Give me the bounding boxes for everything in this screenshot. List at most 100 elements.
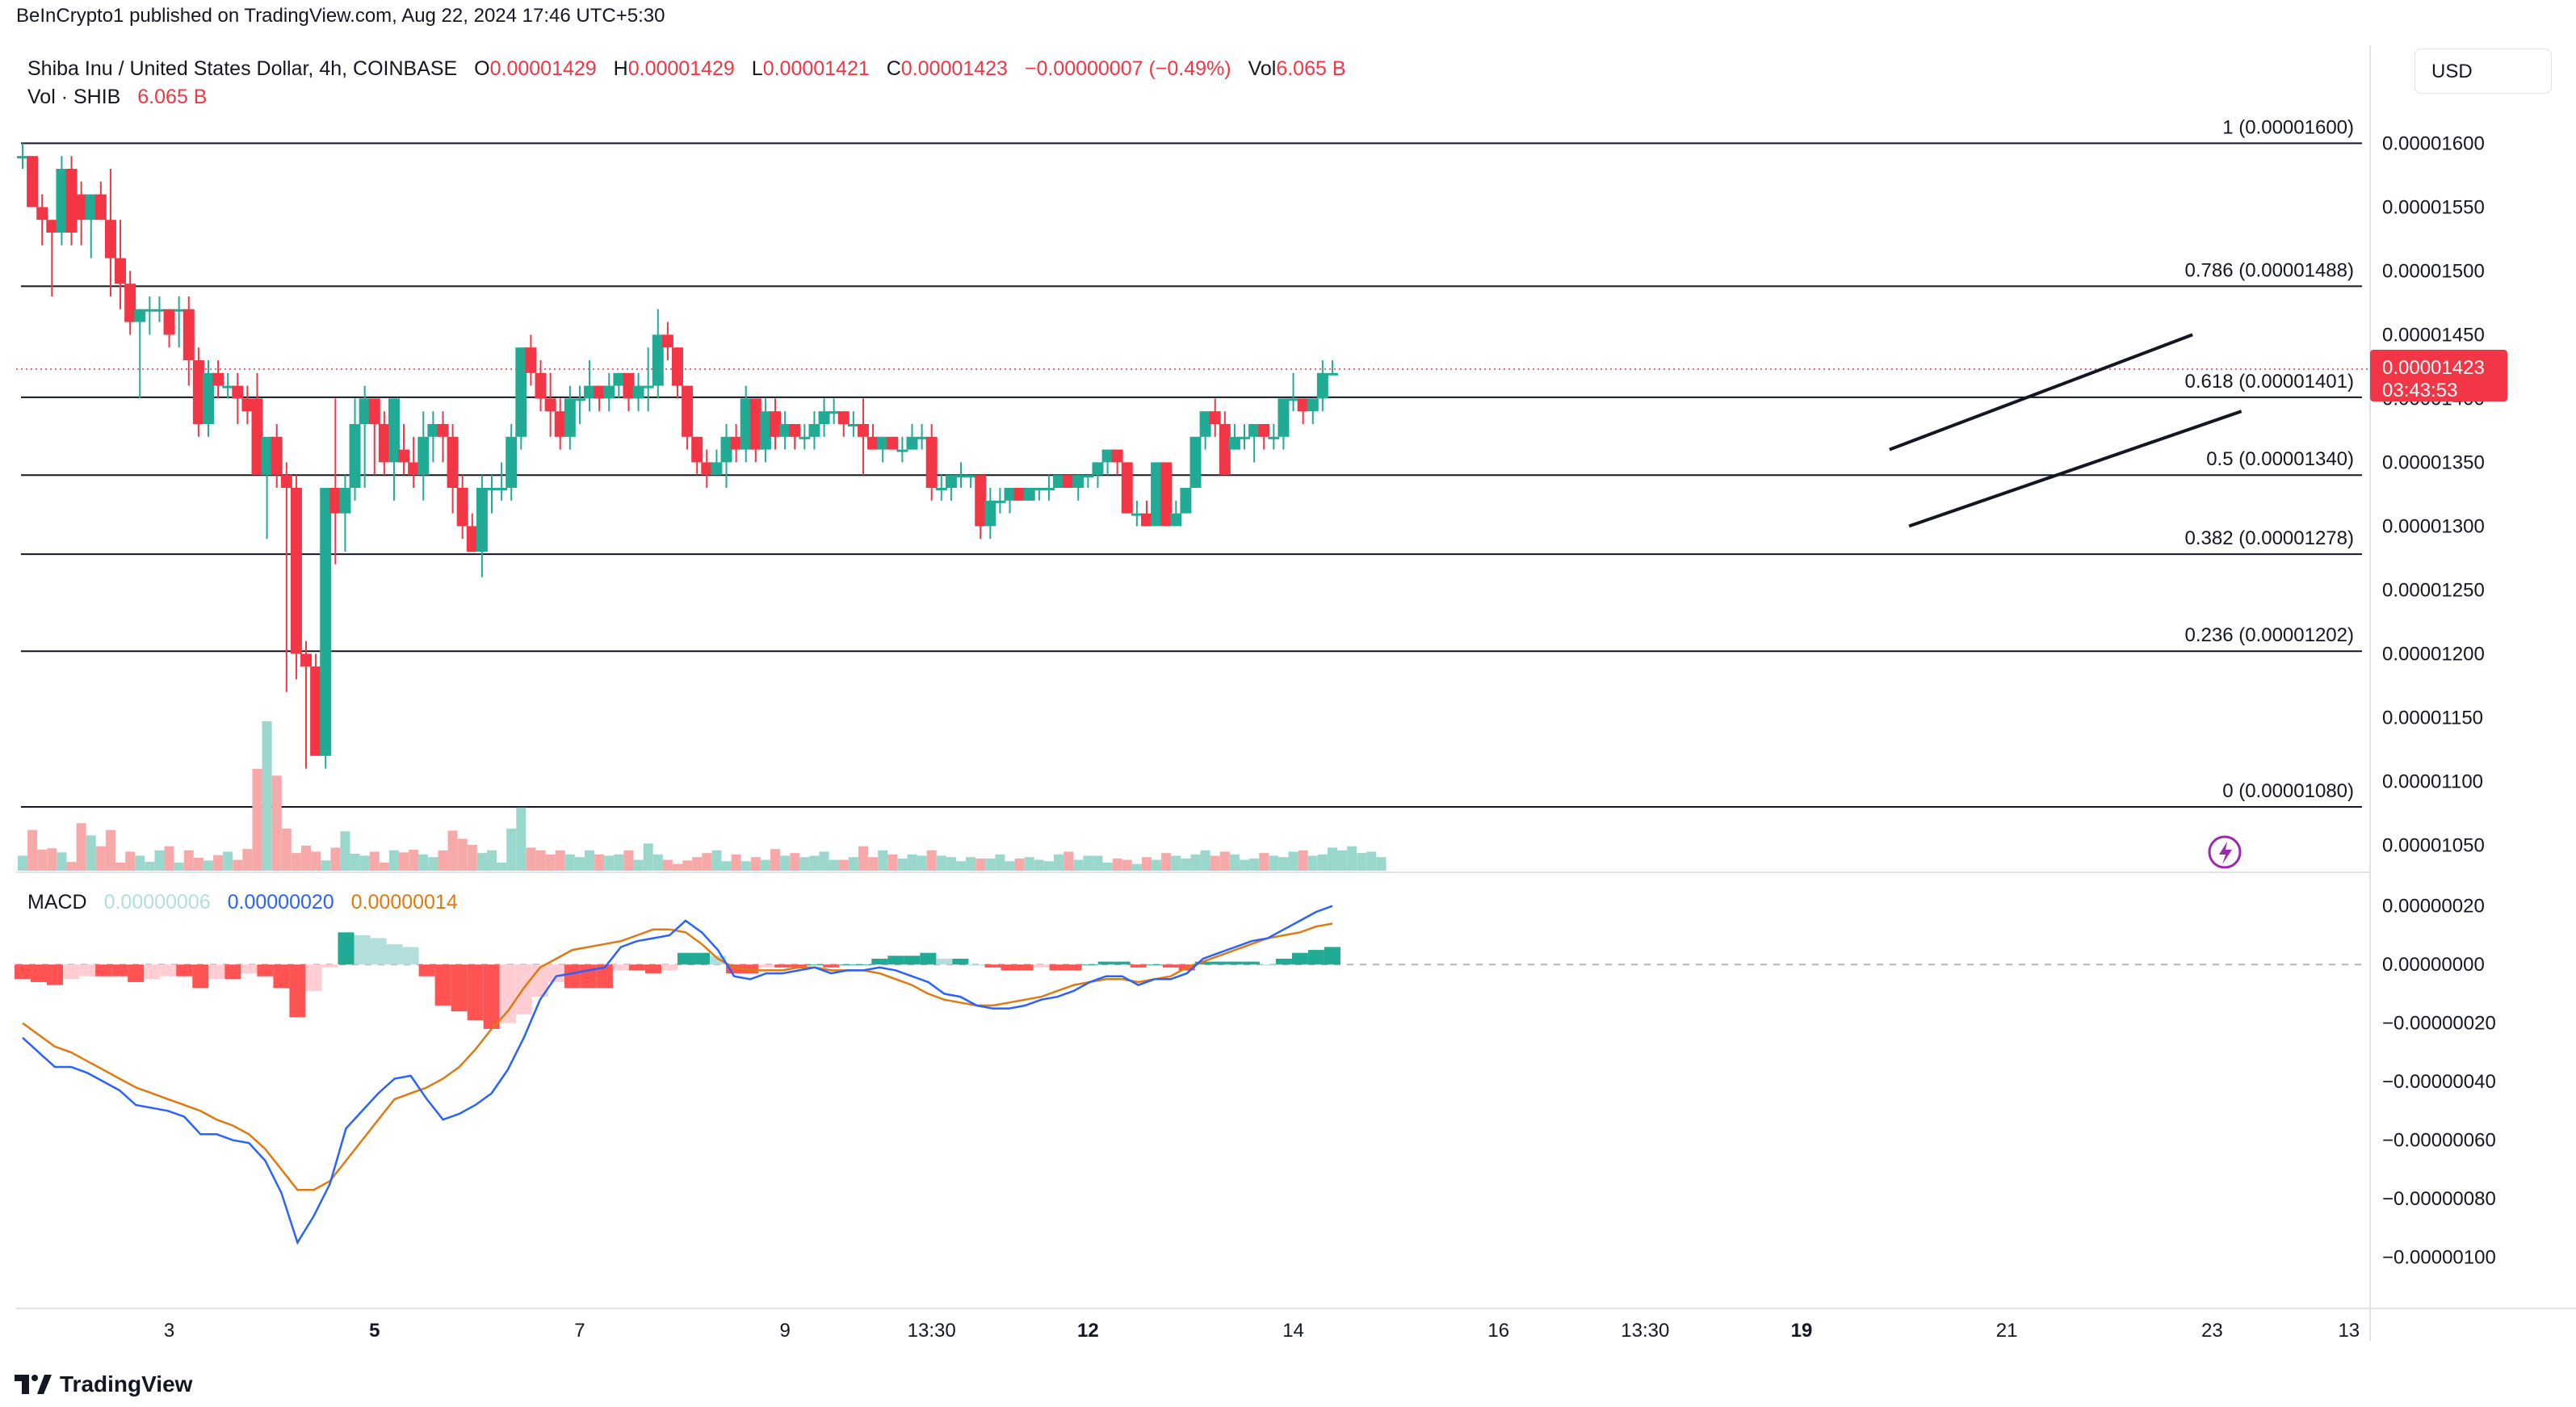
candle-body — [398, 449, 410, 463]
volume-bar — [1141, 857, 1152, 871]
volume-bar — [760, 859, 770, 871]
volume-bar — [975, 858, 986, 871]
macd-histogram-bar — [855, 964, 872, 966]
volume-bar — [105, 830, 115, 871]
time-axis-tick: 13:30 — [1621, 1320, 1669, 1342]
macd-histogram-bar — [63, 964, 80, 980]
candle-body — [808, 424, 820, 437]
candle-body — [1111, 449, 1123, 463]
volume-bar — [1073, 859, 1084, 871]
price-badge-countdown: 03:43:53 — [2382, 380, 2457, 401]
candle-body — [906, 436, 918, 450]
candle-body — [427, 424, 439, 437]
fib-level-label: 1 (0.00001600) — [2222, 116, 2354, 138]
macd-histogram-bar — [338, 932, 355, 965]
macd-histogram-bar — [434, 964, 451, 1006]
publish-line: BeInCrypto1 published on TradingView.com… — [16, 5, 665, 27]
volume-bar — [995, 854, 1005, 871]
candle-body — [1268, 436, 1280, 439]
tradingview-logo[interactable]: TradingView — [15, 1367, 192, 1402]
change-value: −0.00000007 (−0.49%) — [1024, 57, 1231, 80]
macd-histogram-bar — [305, 964, 322, 991]
volume-bar — [203, 860, 213, 871]
candle-body — [740, 398, 752, 450]
candle-body — [388, 398, 400, 463]
candle-body — [1013, 488, 1026, 501]
macd-histogram-bar — [596, 964, 613, 989]
volume-bar — [193, 858, 203, 871]
volume-bar — [311, 851, 321, 871]
volume-bar — [770, 849, 781, 871]
candle-body — [173, 309, 185, 312]
candle-body — [613, 372, 625, 386]
volume-bar — [86, 835, 96, 871]
candle-body — [1287, 398, 1299, 401]
macd-indicator-label[interactable]: MACD — [27, 891, 87, 914]
macd-histogram-bar — [289, 964, 306, 1018]
price-axis-tick: 0.00001600 — [2382, 132, 2485, 154]
price-axis-tick: 0.00001200 — [2382, 643, 2485, 665]
candle-body — [261, 436, 273, 476]
volume-bar — [594, 854, 605, 871]
volume-bar — [887, 854, 898, 871]
candle-body — [661, 334, 673, 348]
volume-bar — [1288, 851, 1298, 871]
volume-bar — [633, 859, 644, 871]
time-axis-tick: 7 — [574, 1320, 585, 1342]
volume-bar — [27, 830, 38, 871]
candle-body — [749, 398, 761, 450]
candle-body — [975, 475, 987, 527]
candle-body — [965, 475, 977, 478]
macd-histogram-bar — [1307, 950, 1324, 965]
volume-bar — [301, 845, 312, 871]
volume-bar — [418, 854, 429, 871]
price-axis-tick: 0.00001350 — [2382, 452, 2485, 473]
candle-body — [104, 220, 116, 258]
candle-body — [945, 475, 957, 488]
currency-button[interactable]: USD — [2414, 48, 2552, 94]
volume-bar — [223, 851, 233, 871]
candle-body — [359, 398, 371, 424]
macd-histogram-bar — [111, 964, 128, 976]
tradingview-logo-icon — [15, 1375, 52, 1394]
candle-body — [554, 411, 566, 437]
volume-bar — [1307, 855, 1318, 871]
candle-body — [85, 194, 97, 220]
macd-histogram-bar — [677, 952, 694, 965]
time-axis-tick: 3 — [164, 1320, 174, 1342]
volume-indicator-label[interactable]: Vol · SHIB — [27, 86, 121, 108]
volume-bar — [711, 850, 722, 871]
candle-body — [1033, 488, 1045, 490]
candle-body — [1092, 462, 1104, 476]
candle-body — [1082, 475, 1094, 478]
candle-body — [1278, 398, 1290, 437]
volume-bar — [76, 823, 86, 871]
time-axis-tick: 21 — [1996, 1320, 2018, 1342]
candle-body — [115, 258, 127, 284]
candle-body — [1063, 475, 1075, 488]
candle-body — [486, 488, 497, 490]
symbol-title[interactable]: Shiba Inu / United States Dollar, 4h, CO… — [27, 57, 458, 80]
candle-body — [75, 194, 87, 220]
price-axis-tick: 0.00001450 — [2382, 324, 2485, 346]
volume-bar — [838, 859, 849, 871]
volume-bar — [359, 855, 370, 871]
ohlc-legend: Shiba Inu / United States Dollar, 4h, CO… — [27, 52, 1346, 85]
volume-bar — [1347, 846, 1357, 871]
candle-body — [144, 309, 156, 312]
candle-body — [594, 385, 606, 399]
volume-bar — [1122, 859, 1132, 871]
candle-body — [1160, 462, 1173, 527]
volume-bar — [1337, 850, 1348, 871]
volume-bar — [174, 862, 184, 871]
macd-histogram-bar — [920, 952, 937, 965]
low-value: 0.00001421 — [762, 57, 870, 80]
volume-bar — [643, 843, 653, 871]
macd-histogram-bar — [1275, 958, 1292, 965]
macd-histogram-bar — [612, 964, 629, 971]
price-badge — [2370, 350, 2507, 402]
candle-body — [94, 194, 107, 220]
candle-body — [701, 462, 713, 476]
volume-bar — [652, 854, 663, 871]
